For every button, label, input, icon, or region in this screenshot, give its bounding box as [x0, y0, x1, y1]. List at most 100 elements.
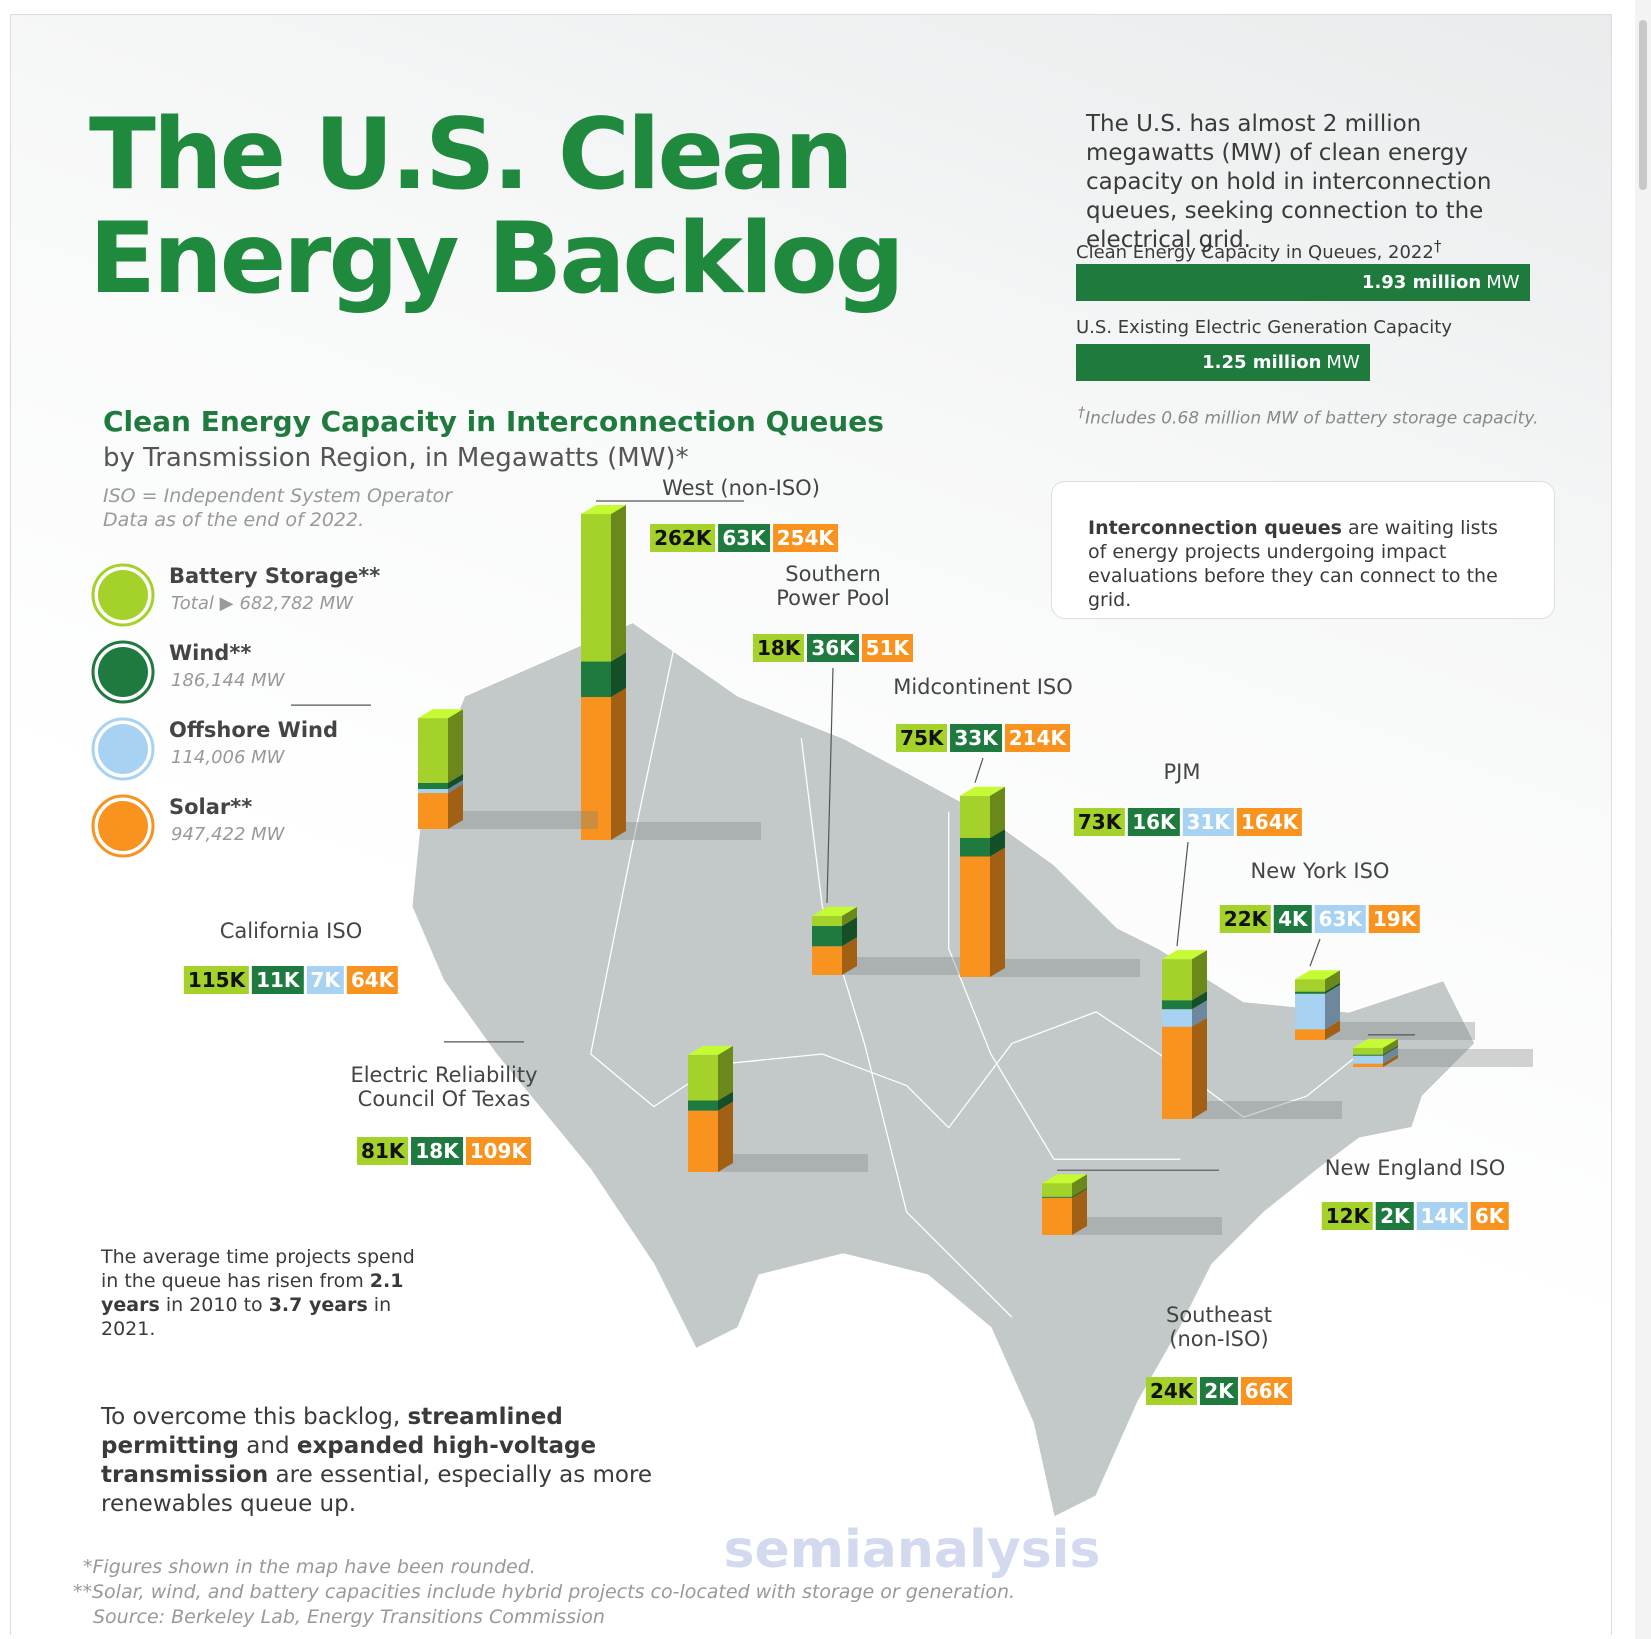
value-boxes: 22K 4K 63K 19K — [1219, 905, 1421, 933]
bar-shadow — [1072, 1217, 1222, 1235]
bar-front — [812, 926, 842, 947]
bar-front — [418, 792, 448, 829]
bar-top — [812, 906, 857, 916]
bar-segment — [812, 917, 857, 947]
leader-line — [1309, 938, 1321, 967]
bar-side — [1325, 984, 1340, 1030]
value-boxes: 12K 2K 14K 6K — [1321, 1202, 1509, 1230]
bar-side — [1383, 1045, 1398, 1056]
bar-segment — [1353, 1046, 1398, 1064]
region-name: Southeast (non-ISO) — [1166, 1303, 1272, 1351]
info-text: are waiting lists of energy projects und… — [1088, 517, 1498, 611]
legend-icon — [98, 801, 148, 851]
value-boxes: 73K 16K 31K 164K — [1073, 808, 1303, 836]
leader-line — [826, 667, 834, 903]
legend-total-line: 947,422 MW — [171, 824, 284, 845]
bar-side — [448, 709, 463, 783]
map-title: Clean Energy Capacity in Interconnection… — [103, 405, 884, 438]
bar-front — [581, 661, 611, 697]
text-bold: expanded high-voltage transmission — [101, 1433, 597, 1488]
bar-side — [1072, 1174, 1087, 1197]
bar-segment — [1353, 1038, 1398, 1055]
bar-side — [718, 1045, 733, 1101]
bar-front — [1162, 1009, 1192, 1027]
text: The average time projects spend in the q… — [101, 1246, 415, 1292]
bar-shadow — [990, 959, 1140, 977]
value-label: 51K — [861, 634, 914, 662]
region-bars — [291, 500, 1533, 1235]
legend-icon — [98, 724, 148, 774]
text: To overcome this backlog, — [101, 1404, 408, 1430]
value-label: 109K — [465, 1137, 531, 1165]
legend-total-line: 186,144 MW — [171, 670, 284, 691]
bar-front — [688, 1100, 718, 1111]
value-label: 115K — [183, 966, 250, 994]
value-label: 11K — [252, 966, 304, 994]
scrollbar — [1635, 0, 1651, 1639]
legend-name: Wind** — [169, 641, 252, 665]
leader-line — [974, 757, 984, 783]
summary-bar: 1.25 million MW — [1076, 344, 1370, 381]
bar-value: 1.93 million — [1361, 272, 1482, 293]
leader-line — [1176, 841, 1189, 947]
bar-front — [960, 795, 990, 838]
bar-unit: MW — [1326, 352, 1360, 373]
bar-front — [1162, 1026, 1192, 1119]
value-label: 22K — [1219, 905, 1272, 933]
title-line: The U.S. Clean — [89, 98, 854, 212]
bar-top — [688, 1045, 733, 1055]
bar-front — [418, 782, 448, 790]
note: Data as of the end of 2022. — [103, 509, 365, 531]
legend-name: Offshore Wind — [169, 718, 338, 742]
bar-segment — [1162, 950, 1207, 1001]
legend-total-line: 114,006 MW — [171, 747, 284, 768]
text: in 2021. — [101, 1294, 392, 1340]
value-label: 63K — [718, 524, 770, 552]
bar-segment — [581, 652, 626, 697]
scroll-thumb[interactable] — [1639, 20, 1647, 190]
region-name: Electric Reliability Council Of Texas — [350, 1063, 538, 1111]
bar-front — [1042, 1183, 1072, 1197]
bar-segment — [1042, 1188, 1087, 1235]
bar-segment — [1295, 1020, 1340, 1040]
value-boxes: 115K 11K 7K 64K — [183, 966, 399, 994]
value-label: 33K — [950, 724, 1002, 752]
bar-shadow — [1325, 1022, 1475, 1040]
bar-side — [448, 773, 463, 790]
text: in 2010 to — [159, 1294, 269, 1316]
info-box: Interconnection queues are waiting lists… — [1051, 481, 1555, 619]
bar-front — [1042, 1197, 1072, 1235]
bar-segment — [1295, 970, 1340, 992]
bar-front — [960, 837, 990, 857]
bar-side — [448, 783, 463, 829]
bar-front — [812, 915, 842, 927]
footnote: *Figures shown in the map have been roun… — [83, 1556, 536, 1578]
bar-label-mark: † — [1433, 237, 1442, 255]
legend-total: 114,006 MW — [171, 747, 285, 768]
map-canvas — [91, 500, 1533, 1519]
bar-segment — [1162, 1000, 1207, 1027]
bar-segment — [581, 687, 626, 840]
bar-front — [1295, 993, 1325, 1030]
info-title: Interconnection queues — [1088, 517, 1342, 539]
conclusion: To overcome this backlog, streamlined pe… — [101, 1403, 681, 1519]
text: and — [238, 1433, 297, 1459]
bar-shadow — [448, 811, 598, 829]
value-boxes: 75K 33K 214K — [896, 724, 1070, 752]
bar-front — [581, 514, 611, 662]
region-border — [948, 811, 1181, 1160]
value-label: 14K — [1416, 1202, 1468, 1230]
value-label: 164K — [1236, 808, 1303, 836]
footnote: †Includes 0.68 million MW of battery sto… — [1078, 405, 1538, 429]
value-label: 73K — [1073, 808, 1126, 836]
value-label: 81K — [357, 1137, 409, 1165]
bar-side — [1383, 1046, 1398, 1064]
value-boxes: 81K 18K 109K — [357, 1137, 531, 1165]
bar-top — [1353, 1038, 1398, 1048]
value-label: 31K — [1182, 808, 1234, 836]
bar-front — [812, 946, 842, 975]
bar-side — [1383, 1038, 1398, 1055]
value-label: 7K — [306, 966, 344, 994]
value-label: 6K — [1470, 1202, 1509, 1230]
value-label: 262K — [650, 524, 716, 552]
